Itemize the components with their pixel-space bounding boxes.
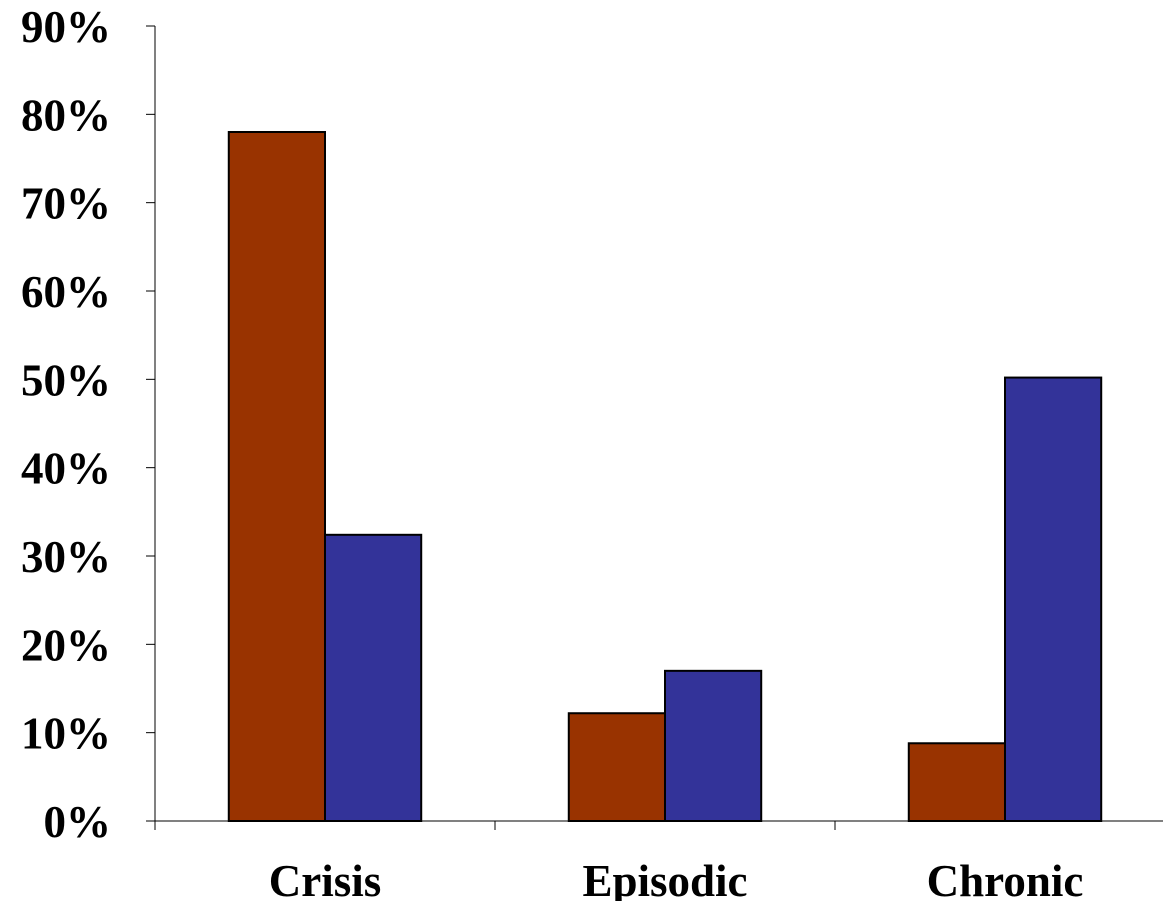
y-tick-label: 50% xyxy=(21,355,111,405)
bar-crisis-series-2 xyxy=(324,533,423,822)
y-tick-label: 90% xyxy=(21,2,111,52)
y-tick-label: 80% xyxy=(21,90,111,140)
y-tick-label: 70% xyxy=(21,179,111,229)
bar-crisis-series-1 xyxy=(227,131,326,822)
x-category-label-episodic: Episodic xyxy=(582,856,747,901)
y-ticks-group: 0% 10% 20% 30% 40% 50% 60% 70% 80% 90% xyxy=(21,2,155,847)
bars-group xyxy=(227,131,1103,823)
x-category-label-crisis: Crisis xyxy=(269,856,382,901)
bar-episodic-series-1 xyxy=(567,712,667,823)
y-tick-label: 20% xyxy=(21,620,111,670)
x-ticks-group: Crisis Episodic Chronic xyxy=(154,821,1084,901)
bar-chronic-series-1 xyxy=(907,742,1007,822)
x-category-label-chronic: Chronic xyxy=(927,856,1084,901)
bar-chronic-series-2 xyxy=(1004,376,1103,822)
y-tick-label: 10% xyxy=(21,709,111,759)
bar-episodic-series-2 xyxy=(664,669,763,822)
y-tick-label: 40% xyxy=(21,444,111,494)
y-tick-label: 60% xyxy=(21,267,111,317)
y-tick-label: 30% xyxy=(21,532,111,582)
y-tick-label: 0% xyxy=(44,797,112,847)
axes-group xyxy=(154,26,1163,822)
